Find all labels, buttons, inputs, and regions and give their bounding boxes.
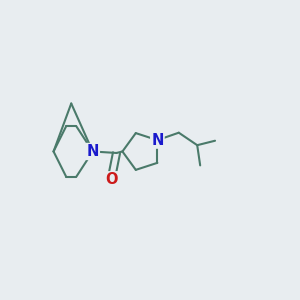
Text: N: N bbox=[151, 133, 164, 148]
Text: O: O bbox=[105, 172, 117, 187]
Text: N: N bbox=[86, 144, 99, 159]
